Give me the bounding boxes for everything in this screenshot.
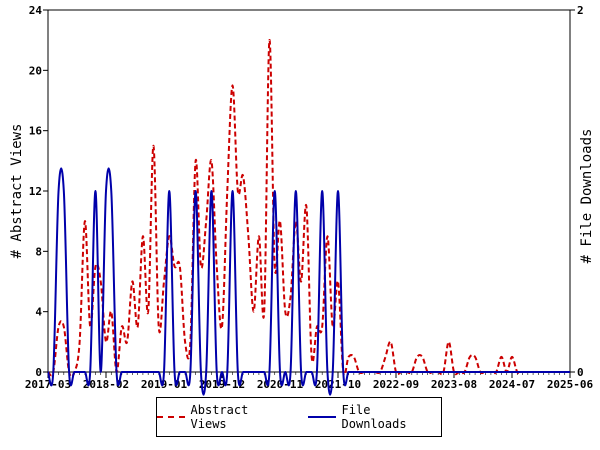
y-left-axis: 0 4 8 12 16 20 24 (29, 4, 48, 379)
plot-frame (47, 9, 571, 373)
y-tick-label: 24 (29, 4, 43, 17)
x-tick-label: 2024-07 (489, 378, 535, 391)
x-tick-label: 2017-03 (25, 378, 71, 391)
y-tick-label: 4 (35, 306, 42, 319)
y-right-axis: 02 (570, 4, 584, 379)
y-tick-label: 8 (35, 245, 42, 258)
y2-tick-label: 0 (577, 366, 584, 379)
series-layer (47, 39, 570, 396)
legend-item-abstract-views: Abstract Views (157, 403, 290, 431)
x-tick-label: 2019-12 (199, 378, 245, 391)
x-axis: 2017-03 2018-02 2019-01 2019-12 2020-11 2021-… (25, 372, 594, 391)
y-tick-label: 16 (29, 125, 43, 138)
series-line-abstract-views (47, 39, 570, 378)
y-tick-label: 20 (29, 64, 42, 77)
legend-label-abstract-views: Abstract Views (190, 403, 249, 431)
legend-label-file-downloads: File Downloads (341, 403, 407, 431)
y2-tick-label: 2 (577, 4, 584, 17)
y-tick-label: 12 (29, 185, 42, 198)
x-tick-label: 2022-09 (373, 378, 419, 391)
y-axis-title-left: # Abstract Views (9, 124, 25, 259)
x-tick-label: 2023-08 (431, 378, 477, 391)
series-line-file-downloads (47, 167, 570, 396)
legend-swatch-abstract-views (157, 416, 185, 418)
y-tick-label: 0 (35, 366, 42, 379)
legend-swatch-file-downloads (308, 416, 336, 418)
y-axis-title-right: # File Downloads (579, 129, 595, 264)
x-tick-label: 2021-10 (315, 378, 361, 391)
legend-item-file-downloads: File Downloads (308, 403, 441, 431)
x-tick-label: 2025-06 (547, 378, 594, 391)
legend: Abstract Views File Downloads (156, 397, 442, 437)
